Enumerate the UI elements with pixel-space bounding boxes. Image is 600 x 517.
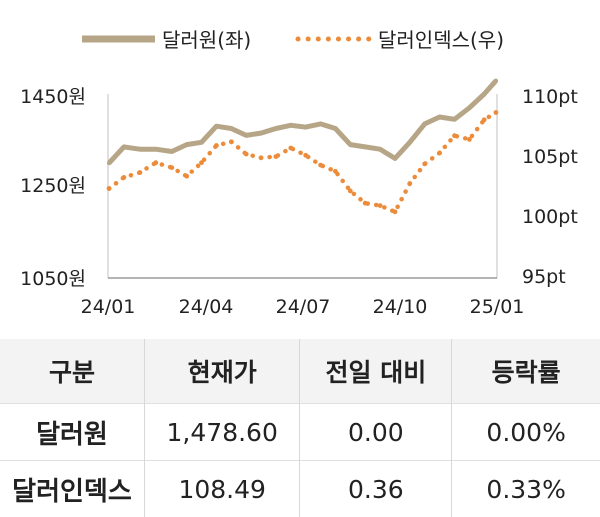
dxy-data-point xyxy=(107,186,112,191)
usdkrw-data-point xyxy=(494,79,498,83)
dxy-data-point xyxy=(244,152,249,157)
usdkrw-data-point xyxy=(318,122,322,126)
dxy-data-point xyxy=(378,203,383,208)
dxy-data-point xyxy=(169,165,174,170)
dxy-data-point xyxy=(494,110,499,115)
usdkrw-data-point xyxy=(274,126,278,130)
header-daily-change: 전일 대비 xyxy=(300,339,452,404)
table-header-row: 구분 현재가 전일 대비 등락률 xyxy=(0,339,600,404)
dxy-data-point xyxy=(288,146,293,151)
usdkrw-data-point xyxy=(348,142,352,146)
plot-area xyxy=(107,79,499,278)
table-row: 달러인덱스 108.49 0.36 0.33% xyxy=(0,461,600,517)
usdkrw-data-point xyxy=(138,147,142,151)
dxy-data-point xyxy=(138,170,143,175)
dxy-data-point xyxy=(199,160,204,165)
x-tick-label: 24/04 xyxy=(179,296,234,318)
dxy-data-point xyxy=(348,189,353,194)
dxy-data-point xyxy=(274,154,279,159)
x-tick-label: 24/07 xyxy=(276,296,331,318)
header-current-price: 현재가 xyxy=(144,339,300,404)
left-y-ticks: 1450원 1250원 1050원 xyxy=(20,86,86,290)
dxy-data-point xyxy=(184,174,189,179)
usdkrw-data-point xyxy=(154,147,158,151)
usdkrw-data-point xyxy=(304,125,308,129)
usdkrw-data-point xyxy=(244,133,248,137)
table-row: 달러원 1,478.60 0.00 0.00% xyxy=(0,404,600,461)
dxy-data-point xyxy=(437,151,442,156)
exchange-rate-chart: 달러원(좌) 달러인덱스(우) 1450원 1250원 1050원 110pt … xyxy=(0,0,600,330)
right-tick-label: 105pt xyxy=(522,146,578,168)
cell-current-price: 1,478.60 xyxy=(144,404,300,461)
x-ticks: 24/01 24/04 24/07 24/10 25/01 xyxy=(81,296,525,318)
usdkrw-data-point xyxy=(333,126,337,130)
right-y-ticks: 110pt 105pt 100pt 95pt xyxy=(522,86,578,288)
usdkrw-data-point xyxy=(259,131,263,135)
x-tick-label: 25/01 xyxy=(470,296,525,318)
usdkrw-data-point xyxy=(437,115,441,119)
dxy-data-point xyxy=(318,163,323,168)
right-tick-label: 95pt xyxy=(522,266,566,288)
usdkrw-data-point xyxy=(185,142,189,146)
usdkrw-data-point xyxy=(423,122,427,126)
right-tick-label: 100pt xyxy=(522,206,578,228)
dxy-data-point xyxy=(259,155,264,160)
usdkrw-data-point xyxy=(170,149,174,153)
row-label: 달러원 xyxy=(0,404,144,461)
x-tick-label: 24/01 xyxy=(81,296,136,318)
left-tick-label: 1050원 xyxy=(20,268,86,290)
dxy-data-point xyxy=(333,169,338,174)
dxy-data-point xyxy=(407,181,412,186)
dxy-data-point xyxy=(482,117,487,122)
usdkrw-data-point xyxy=(378,147,382,151)
dxy-data-point xyxy=(467,137,472,142)
usdkrw-data-point xyxy=(408,140,412,144)
usdkrw-data-point xyxy=(107,161,111,165)
left-tick-label: 1450원 xyxy=(20,86,86,108)
usdkrw-data-point xyxy=(229,126,233,130)
cell-change-rate: 0.33% xyxy=(452,461,600,517)
cell-daily-change: 0.36 xyxy=(300,461,452,517)
x-tick-label: 24/10 xyxy=(373,296,428,318)
dxy-data-point xyxy=(229,139,234,144)
dxy-data-point xyxy=(363,201,368,206)
series-line-usdkrw xyxy=(109,81,496,163)
cell-current-price: 108.49 xyxy=(144,461,300,517)
legend-label-usdkrw: 달러원(좌) xyxy=(162,28,251,52)
chart-legend: 달러원(좌) 달러인덱스(우) xyxy=(82,28,504,52)
dxy-data-point xyxy=(153,160,158,165)
usdkrw-data-point xyxy=(289,123,293,127)
usdkrw-data-point xyxy=(199,140,203,144)
usdkrw-data-point xyxy=(214,124,218,128)
usdkrw-data-point xyxy=(452,117,456,121)
dxy-data-point xyxy=(303,153,308,158)
price-summary-table: 구분 현재가 전일 대비 등락률 달러원 1,478.60 0.00 0.00%… xyxy=(0,339,600,517)
usdkrw-data-point xyxy=(482,92,486,96)
dxy-data-point xyxy=(214,143,219,148)
cell-daily-change: 0.00 xyxy=(300,404,452,461)
dxy-data-point xyxy=(452,133,457,138)
dxy-data-point xyxy=(422,162,427,167)
usdkrw-data-point xyxy=(393,156,397,160)
usdkrw-data-point xyxy=(467,106,471,110)
usdkrw-data-point xyxy=(122,145,126,149)
series-layer xyxy=(107,79,499,215)
legend-label-dxy: 달러인덱스(우) xyxy=(378,28,504,52)
header-category: 구분 xyxy=(0,339,144,404)
row-label: 달러인덱스 xyxy=(0,461,144,517)
left-tick-label: 1250원 xyxy=(20,175,86,197)
dxy-data-point xyxy=(122,175,127,180)
dxy-data-point xyxy=(393,209,398,214)
header-change-rate: 등락률 xyxy=(452,339,600,404)
right-tick-label: 110pt xyxy=(522,86,578,108)
cell-change-rate: 0.00% xyxy=(452,404,600,461)
usdkrw-data-point xyxy=(363,145,367,149)
